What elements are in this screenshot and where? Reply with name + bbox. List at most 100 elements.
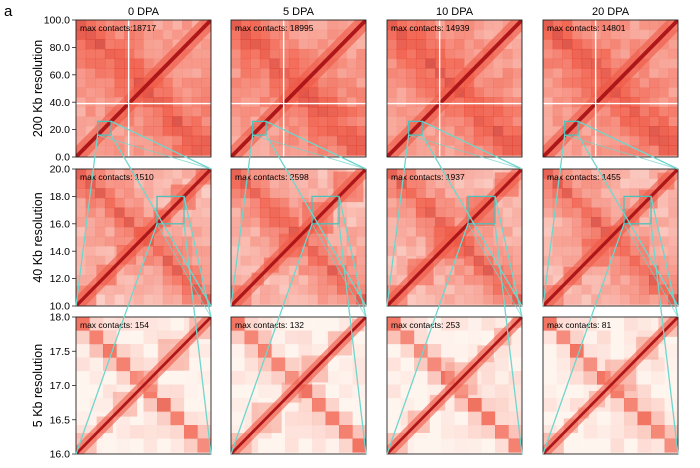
heatmap-block [543, 226, 554, 238]
heatmap-block [591, 275, 602, 286]
heatmap-block [197, 438, 211, 453]
heatmap-block [444, 106, 456, 118]
diagonal [76, 169, 211, 306]
heatmap-block [425, 58, 436, 69]
heatmap-block [629, 39, 641, 50]
heatmap-block [130, 357, 145, 372]
heatmap-block [103, 330, 118, 345]
heatmap-block [512, 106, 522, 118]
heatmap-block [143, 425, 158, 440]
heatmap-block [182, 275, 193, 286]
heatmap-block [483, 284, 494, 295]
heatmap-block [250, 178, 261, 189]
y-tick-label-1-5: 20.0 [50, 164, 71, 176]
heatmap-block [454, 294, 465, 305]
heatmap-block [387, 344, 402, 359]
heatmap-block [571, 58, 583, 69]
heatmap-block [356, 58, 366, 69]
heatmap-block [95, 97, 106, 108]
heatmap-block [191, 255, 202, 267]
heatmap-block [356, 226, 366, 238]
heatmap-block [162, 87, 174, 98]
heatmap-block [308, 188, 319, 199]
heatmap-block [396, 106, 407, 118]
heatmap-block [444, 294, 456, 305]
heatmap-block [85, 236, 96, 247]
heatmap-block [308, 106, 319, 118]
heatmap-block [502, 236, 513, 247]
diagonal [387, 317, 522, 454]
heatmap-block [583, 330, 598, 345]
zoom-connector [230, 134, 254, 307]
heatmap-block [571, 87, 583, 98]
heatmap-block [483, 116, 494, 127]
heatmap-block [668, 145, 678, 156]
heatmap-block [629, 87, 641, 98]
heatmap-block [201, 126, 211, 137]
heatmap-block [543, 246, 554, 257]
heatmap-block [600, 145, 612, 156]
heatmap-block [651, 357, 666, 372]
heatmap-block [269, 48, 280, 60]
heatmap-block [184, 411, 199, 426]
heatmap-block [473, 265, 485, 276]
heatmap-block [387, 20, 398, 31]
y-tick-label-2-2: 17.0 [50, 380, 71, 392]
y-tick-label-2-3: 17.5 [50, 346, 71, 358]
heatmap-block [454, 317, 469, 332]
heatmap-block [325, 425, 340, 440]
heatmap-block [651, 398, 666, 413]
heatmap-block [387, 126, 398, 137]
heatmap-block [581, 217, 592, 228]
heatmap-block [600, 58, 612, 69]
heatmap-block [201, 87, 211, 98]
heatmap-block [387, 226, 398, 238]
heatmap-block [495, 398, 510, 413]
heatmap-block [639, 265, 650, 276]
heatmap-block [435, 275, 446, 286]
heatmap-block [454, 275, 465, 286]
heatmap-block [664, 371, 678, 386]
heatmap-block [591, 169, 602, 180]
heatmap-block [508, 344, 522, 359]
heatmap-block [581, 87, 592, 98]
heatmap-block [317, 275, 329, 286]
heatmap-block [298, 29, 309, 40]
heatmap-block [317, 106, 329, 118]
heatmap-block [483, 106, 494, 118]
heatmap-block [76, 398, 91, 413]
heatmap-block [143, 265, 154, 276]
heatmap-block [269, 217, 280, 228]
heatmap-block [658, 106, 669, 118]
heatmap-block [552, 48, 563, 60]
heatmap-block [512, 265, 522, 276]
heatmap-block [76, 197, 87, 209]
heatmap-block [639, 217, 650, 228]
heatmap-block [356, 197, 366, 209]
heatmap-block [610, 425, 625, 440]
heatmap-block [444, 275, 456, 286]
heatmap-block [124, 197, 135, 209]
zoom-box [251, 120, 267, 136]
heatmap-block [201, 188, 211, 199]
heatmap-block [182, 87, 193, 98]
heatmap-block [562, 97, 573, 108]
heatmap-block [76, 217, 87, 228]
heatmap-block [597, 344, 612, 359]
heatmap-block [387, 207, 398, 218]
row-label-0: 200 Kb resolution [31, 40, 45, 137]
heatmap-block [143, 284, 154, 295]
heatmap-block [629, 116, 641, 127]
heatmap-block [637, 317, 652, 332]
heatmap-block [76, 116, 87, 127]
heatmap-block [308, 178, 319, 189]
heatmap-block [346, 217, 357, 228]
heatmap-block [104, 145, 116, 156]
heatmap-block [298, 246, 309, 257]
heatmap-block [346, 275, 357, 286]
zoom-connector [338, 196, 367, 318]
heatmap-block [356, 135, 366, 146]
heatmap-block [244, 317, 259, 332]
heatmap-block [104, 217, 116, 228]
heatmap-block [493, 20, 504, 31]
